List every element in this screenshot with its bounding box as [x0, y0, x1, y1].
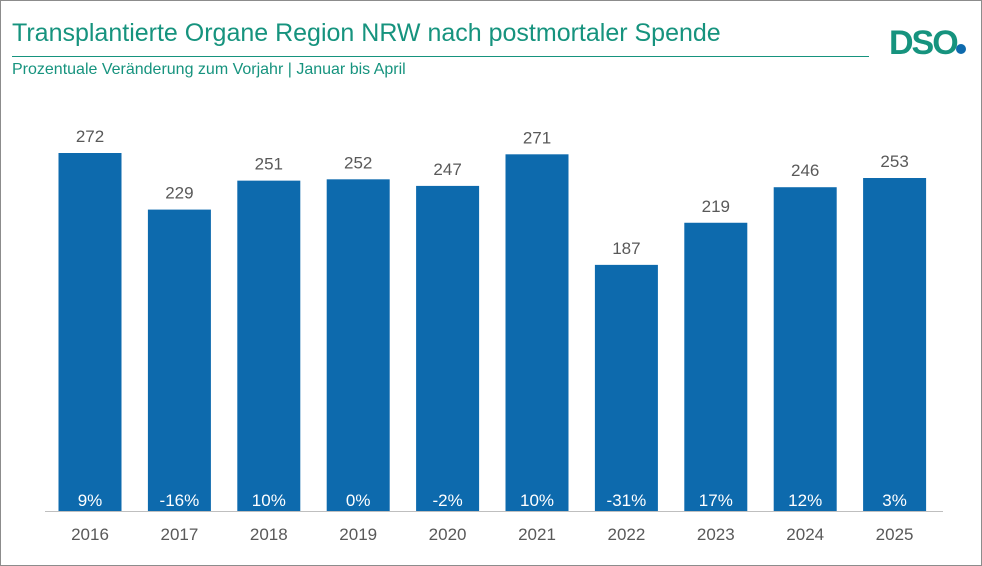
bar-2022 [594, 264, 658, 511]
change-label-2019: 0% [346, 491, 371, 510]
bar-2018 [237, 180, 301, 511]
bar-2020 [416, 185, 480, 511]
logo-text: DSO [889, 25, 958, 57]
change-label-2016: 9% [78, 491, 103, 510]
x-tick-label-2016: 2016 [71, 525, 109, 544]
x-tick-label-2022: 2022 [607, 525, 645, 544]
dso-logo-icon: DSO [889, 25, 966, 57]
value-label-2024: 246 [791, 161, 819, 180]
title-underline [12, 56, 869, 57]
change-label-2021: 10% [520, 491, 554, 510]
chart-title: Transplantierte Organe Region NRW nach p… [12, 19, 721, 47]
change-label-2025: 3% [882, 491, 907, 510]
bar-2024 [773, 187, 837, 511]
bar-2019 [326, 179, 390, 511]
logo-dot [956, 44, 966, 54]
change-label-2018: 10% [252, 491, 286, 510]
x-tick-label-2017: 2017 [160, 525, 198, 544]
change-label-2022: -31% [607, 491, 647, 510]
x-tick-label-2018: 2018 [250, 525, 288, 544]
x-tick-label-2021: 2021 [518, 525, 556, 544]
value-label-2017: 229 [165, 184, 193, 203]
bar-2017 [147, 209, 211, 511]
value-label-2016: 272 [76, 127, 104, 146]
change-label-2017: -16% [160, 491, 200, 510]
bar-2023 [684, 222, 748, 511]
x-tick-label-2020: 2020 [429, 525, 467, 544]
chart-subtitle: Prozentuale Veränderung zum Vorjahr | Ja… [12, 61, 406, 78]
value-label-2025: 253 [880, 152, 908, 171]
bar-2021 [505, 154, 569, 512]
bar-2016 [58, 153, 122, 511]
change-label-2020: -2% [432, 491, 462, 510]
x-tick-label-2024: 2024 [786, 525, 824, 544]
change-label-2023: 17% [699, 491, 733, 510]
x-tick-label-2023: 2023 [697, 525, 735, 544]
value-label-2020: 247 [433, 160, 461, 179]
bar-2025 [863, 178, 927, 511]
value-label-2019: 252 [344, 153, 372, 172]
x-tick-label-2025: 2025 [876, 525, 914, 544]
change-label-2024: 12% [788, 491, 822, 510]
value-label-2023: 219 [702, 197, 730, 216]
value-label-2021: 271 [523, 128, 551, 147]
value-label-2018: 251 [255, 155, 283, 174]
value-label-2022: 187 [612, 239, 640, 258]
x-tick-label-2019: 2019 [339, 525, 377, 544]
